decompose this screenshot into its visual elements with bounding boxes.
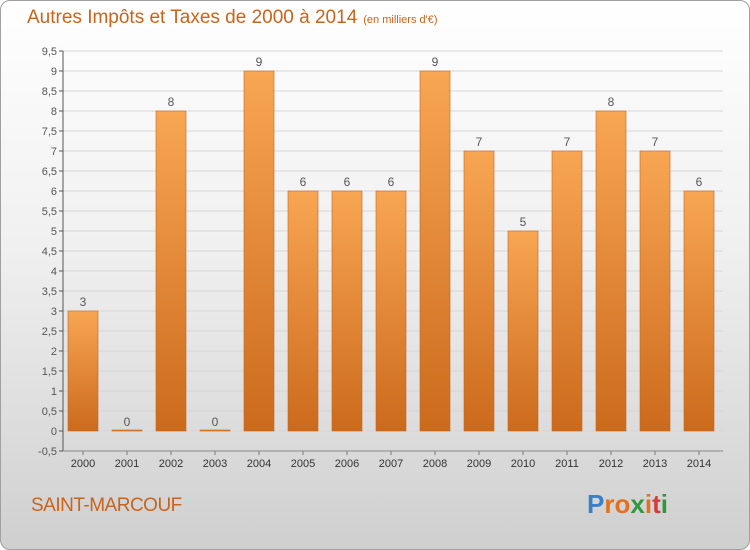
x-tick-label: 2014: [687, 458, 711, 470]
bar-value-label: 7: [476, 135, 483, 149]
y-tick-label: 9: [51, 66, 57, 78]
bar-2008: [419, 70, 451, 432]
y-tick-label: -0,5: [38, 446, 57, 458]
bar-2005: [287, 190, 319, 432]
bar-value-label: 7: [564, 135, 571, 149]
bar-value-label: 8: [168, 95, 175, 109]
bar-value-label: 3: [80, 295, 87, 309]
y-tick-label: 3,5: [42, 286, 57, 298]
y-tick-label: 1: [51, 386, 57, 398]
commune-name: SAINT-MARCOUF: [31, 495, 182, 516]
bar-chart: -0,5 0 0,5 1 1,5 2 2,5 3 3,5 4 4,5 5 5,5 6 6,5 7 7,5 8 8,5…: [38, 46, 723, 470]
y-tick-label: 2,5: [42, 326, 57, 338]
y-tick-label: 1,5: [42, 366, 57, 378]
logo-letter: P: [587, 489, 605, 519]
bar-value-label: 8: [608, 95, 615, 109]
chart-title-text: Autres Impôts et Taxes de 2000 à 2014: [27, 7, 358, 28]
bar-2013: [639, 150, 671, 432]
y-tick-label: 6: [51, 186, 57, 198]
logo-letter: i: [660, 489, 668, 519]
bar-2012: [595, 110, 627, 432]
bar-value-label: 0: [124, 415, 131, 429]
x-tick-label: 2002: [159, 458, 183, 470]
x-tick-label: 2005: [291, 458, 315, 470]
y-tick-label: 0: [51, 426, 57, 438]
x-tick-label: 2009: [467, 458, 491, 470]
x-tick-label: 2012: [599, 458, 623, 470]
chart-title: Autres Impôts et Taxes de 2000 à 2014 (en…: [27, 7, 438, 29]
x-tick-label: 2001: [115, 458, 139, 470]
y-tick-label: 8,5: [42, 86, 57, 98]
x-tick-label: 2003: [203, 458, 227, 470]
y-tick-label: 4,5: [42, 246, 57, 258]
logo-letter: r: [604, 489, 615, 519]
x-tick-label: 2006: [335, 458, 359, 470]
y-tick-label: 7: [51, 146, 57, 158]
y-tick-label: 9,5: [42, 46, 57, 58]
bar-2004: [243, 70, 275, 432]
y-tick-label: 4: [51, 266, 57, 278]
bar-2009: [463, 150, 495, 432]
bar-value-label: 6: [344, 175, 351, 189]
bar-value-label: 6: [388, 175, 395, 189]
logo-letter: t: [652, 489, 661, 519]
logo-letter: i: [644, 489, 653, 519]
logo-letter: x: [630, 489, 645, 519]
bar-value-label: 9: [256, 55, 263, 69]
logo-letter: o: [614, 489, 631, 519]
y-tick-label: 0,5: [42, 406, 57, 418]
y-tick-label: 7,5: [42, 126, 57, 138]
y-tick-label: 8: [51, 106, 57, 118]
x-tick-label: 2004: [247, 458, 271, 470]
y-tick-label: 5,5: [42, 206, 57, 218]
bar-value-label: 9: [432, 55, 439, 69]
bar-value-label: 5: [520, 215, 527, 229]
bar-2011: [551, 150, 583, 432]
bar-2002: [155, 110, 187, 432]
x-tick-label: 2000: [71, 458, 95, 470]
bar-value-label: 6: [300, 175, 307, 189]
x-tick-label: 2008: [423, 458, 447, 470]
bar-2014: [683, 190, 715, 432]
x-tick-label: 2010: [511, 458, 535, 470]
x-tick-label: 2011: [555, 458, 579, 470]
bar-2000: [67, 310, 99, 432]
bar-value-label: 0: [212, 415, 219, 429]
bar-2006: [331, 190, 363, 432]
bar-value-label: 7: [652, 135, 659, 149]
y-tick-label: 2: [51, 346, 57, 358]
bar-2007: [375, 190, 407, 432]
chart-unit: (en milliers d'€): [363, 14, 438, 26]
bar-2003: [199, 429, 231, 432]
y-tick-label: 3: [51, 306, 57, 318]
x-tick-label: 2013: [643, 458, 667, 470]
bar-value-label: 6: [696, 175, 703, 189]
y-tick-label: 5: [51, 226, 57, 238]
y-tick-label: 6,5: [42, 166, 57, 178]
proxiti-logo: Proxiti: [587, 489, 668, 520]
bar-2010: [507, 230, 539, 432]
x-tick-label: 2007: [379, 458, 403, 470]
bar-2001: [111, 429, 143, 432]
